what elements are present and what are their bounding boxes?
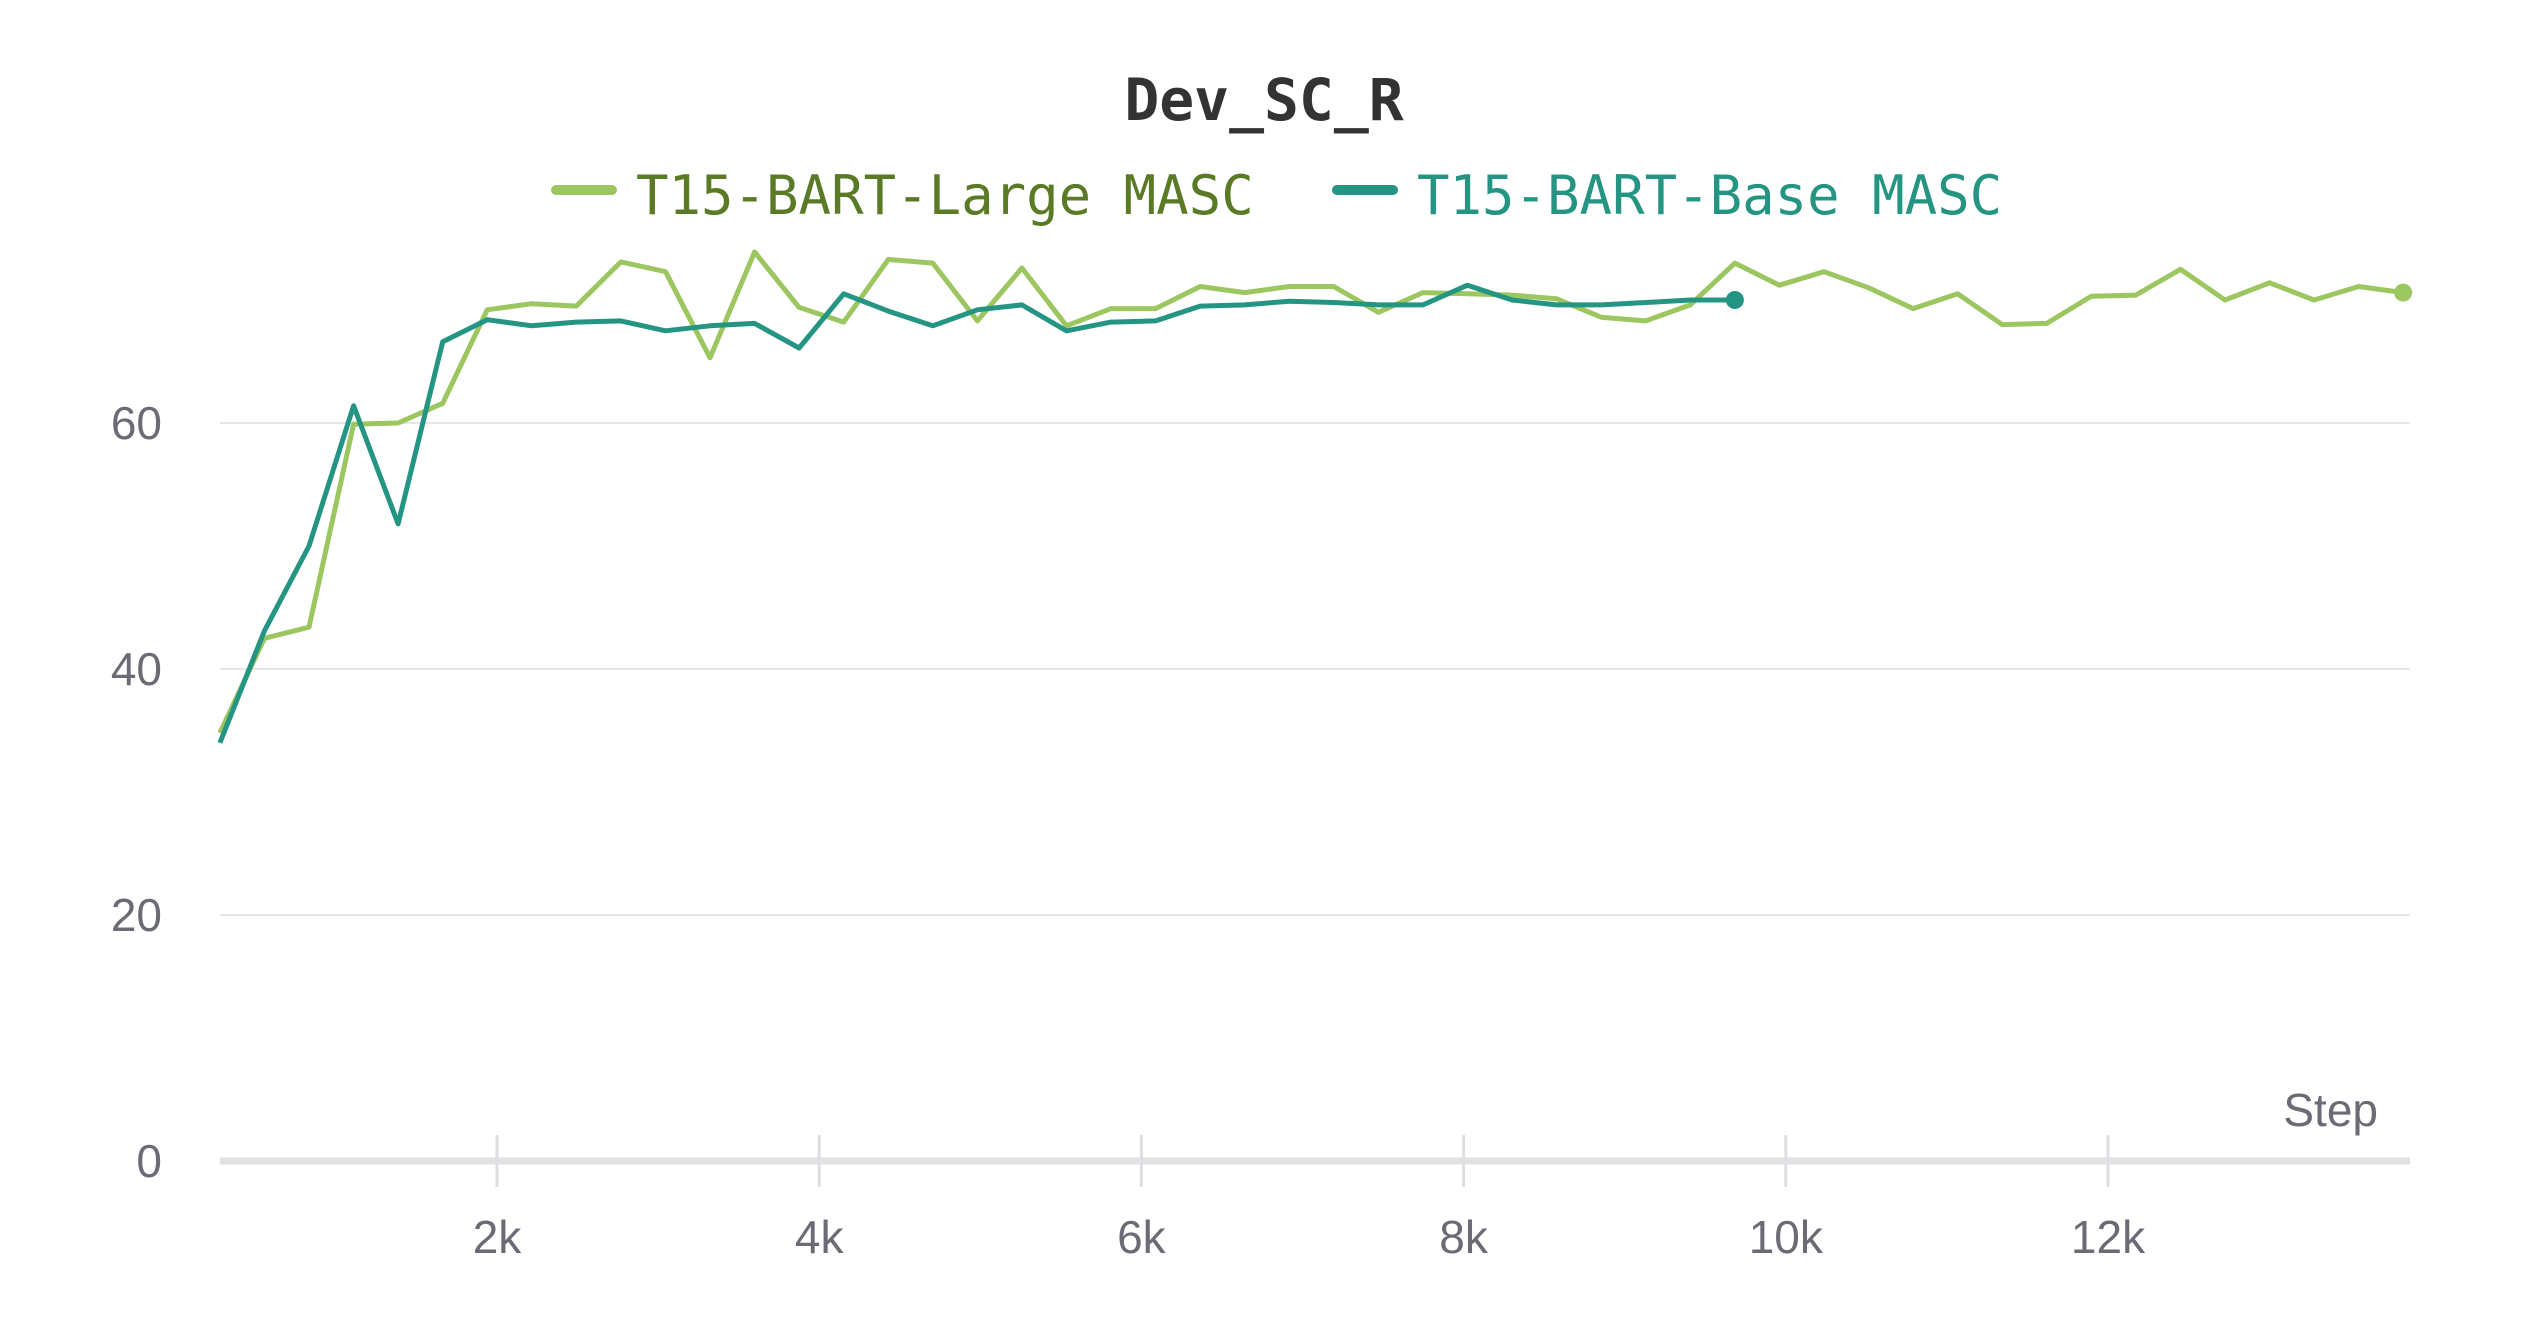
series-line-1 — [217, 249, 2404, 735]
x-axis-label: Step — [2283, 1084, 2378, 1136]
chart-title: Dev_SC_R — [1124, 66, 1403, 134]
x-axis: 2k 4k 6k 8k 10k 12k — [220, 1135, 2410, 1263]
x-tick-label: 10k — [1749, 1211, 1824, 1263]
y-tick-label: 40 — [111, 643, 162, 695]
legend: T15-BART-Large MASC T15-BART-Base MASC — [551, 164, 2002, 227]
series-end-point — [2394, 283, 2413, 302]
x-tick-label: 2k — [473, 1211, 523, 1263]
y-tick-label: 0 — [136, 1135, 162, 1187]
legend-label: T15-BART-Base MASC — [1417, 164, 2002, 227]
gridlines — [220, 422, 2410, 916]
x-tick-label: 6k — [1117, 1211, 1167, 1263]
x-tick-label: 4k — [795, 1211, 845, 1263]
y-axis: 0 20 40 60 — [111, 397, 162, 1187]
y-tick-label: 60 — [111, 397, 162, 449]
legend-label: T15-BART-Large MASC — [636, 164, 1254, 227]
series-lines — [217, 249, 2413, 744]
y-tick-label: 20 — [111, 889, 162, 941]
x-tick-label: 12k — [2071, 1211, 2146, 1263]
x-tick-label: 8k — [1439, 1211, 1489, 1263]
series-end-point — [1725, 291, 1744, 309]
series-line-2 — [217, 282, 1735, 744]
